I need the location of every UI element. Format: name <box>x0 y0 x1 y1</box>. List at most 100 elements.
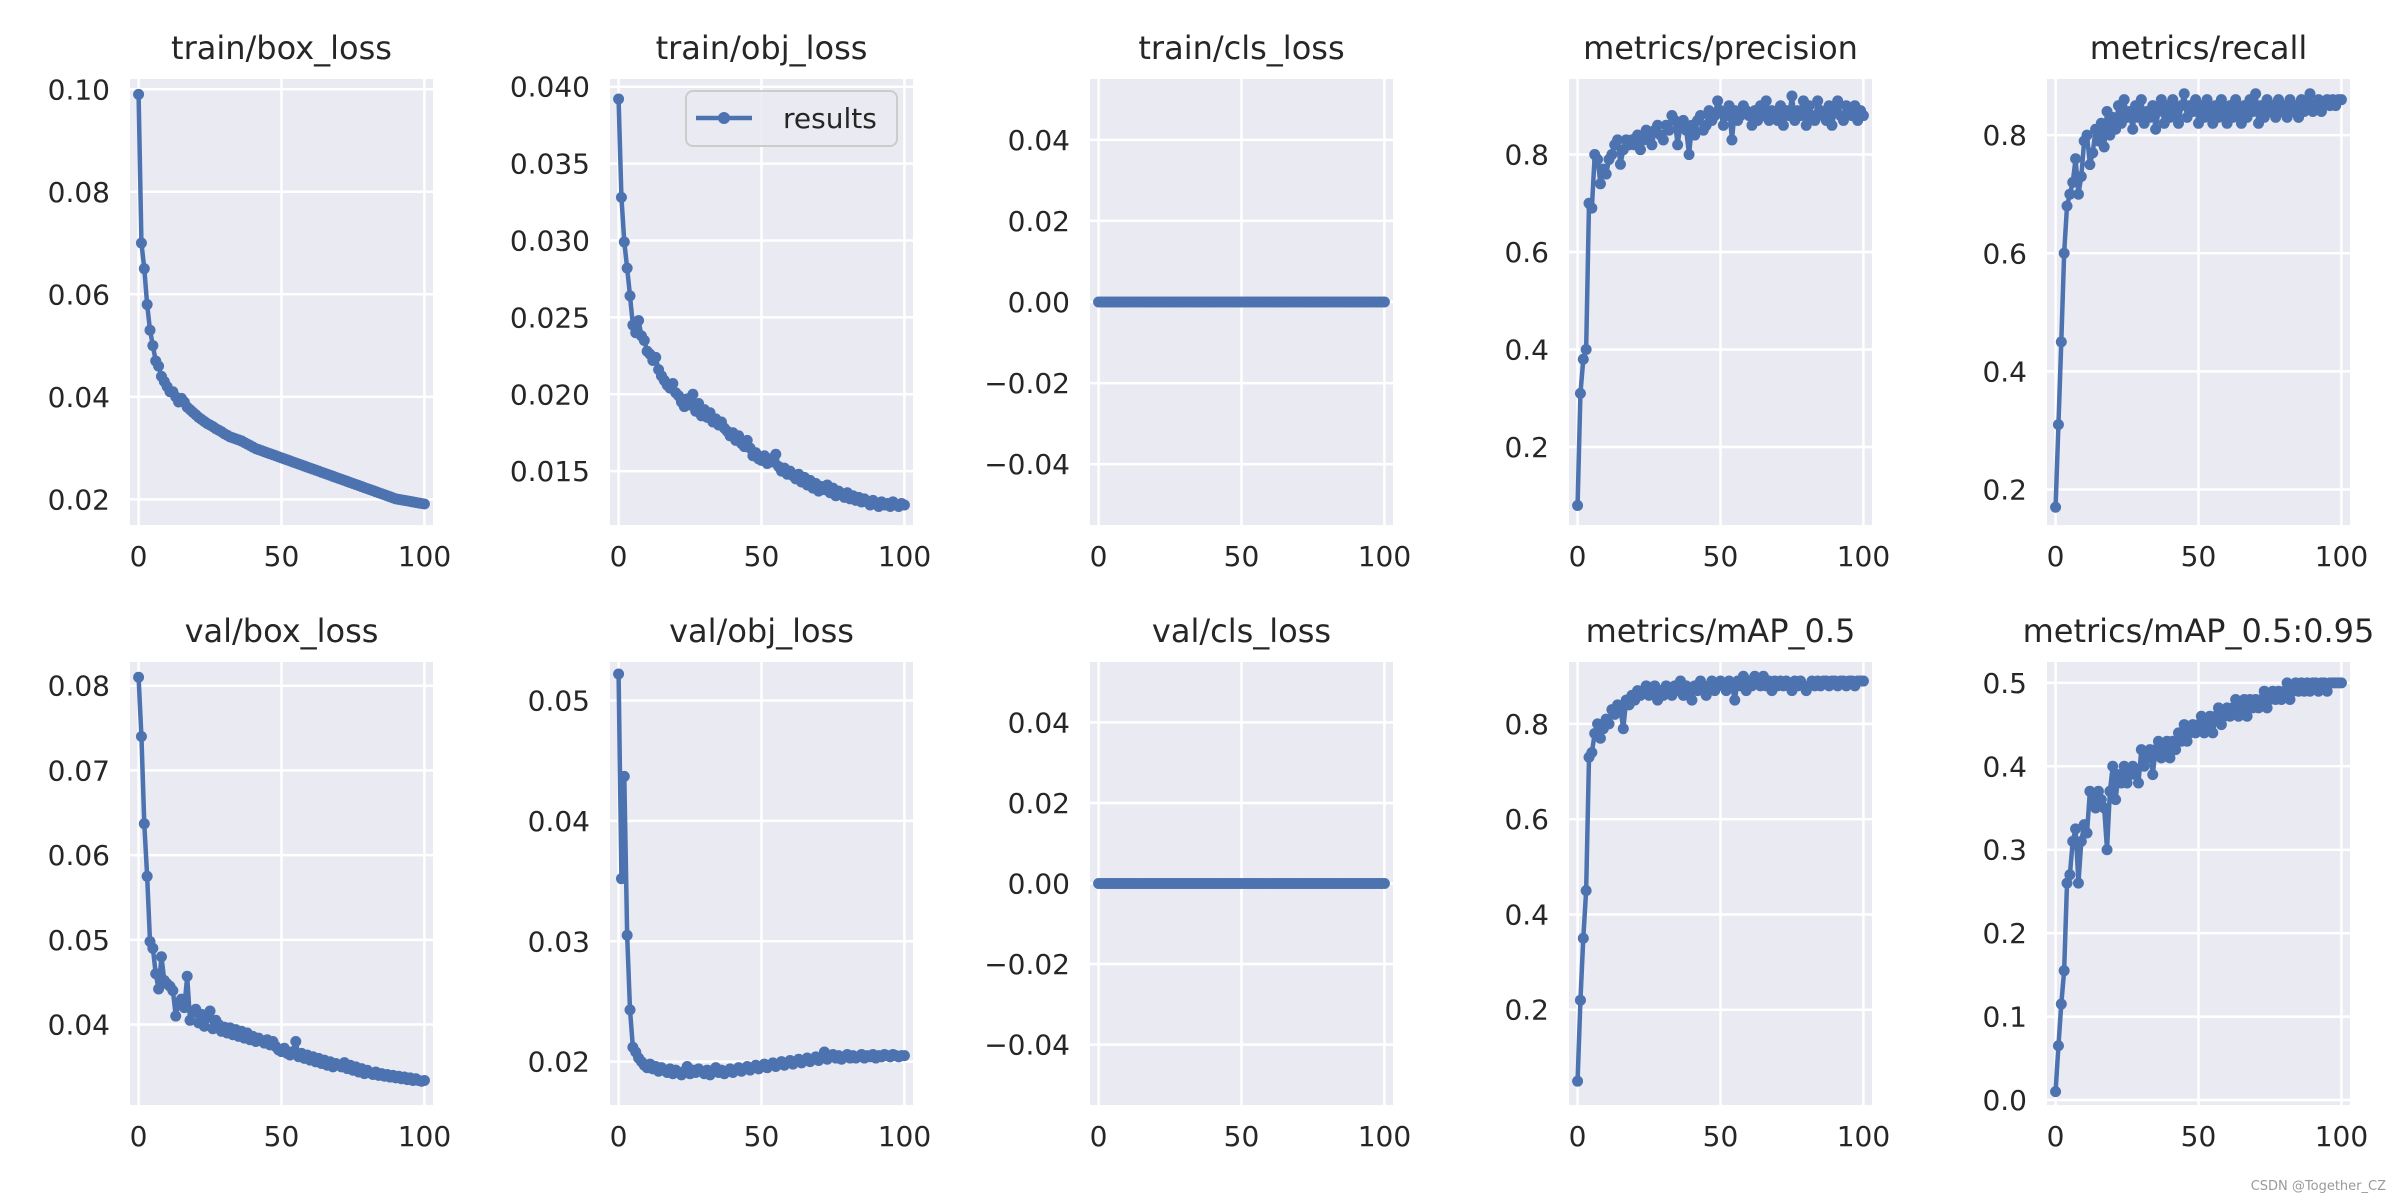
x-tick-label: 0 <box>130 540 148 573</box>
data-point <box>2061 877 2073 889</box>
data-point <box>2155 752 2167 764</box>
x-tick-label: 50 <box>264 540 300 573</box>
panel-title: metrics/precision <box>1583 29 1858 67</box>
data-point <box>621 262 633 274</box>
data-point <box>2258 685 2270 697</box>
y-tick-label: 0.06 <box>48 278 110 311</box>
data-point <box>2132 777 2144 789</box>
data-point <box>204 1005 216 1017</box>
data-point <box>633 314 645 326</box>
data-point <box>2138 760 2150 772</box>
y-tick-label: 0.03 <box>528 925 590 958</box>
data-point <box>1832 95 1844 107</box>
data-point <box>2193 719 2204 731</box>
data-point <box>2278 685 2290 697</box>
x-tick-label: 0 <box>2047 1120 2065 1153</box>
data-point <box>2052 419 2064 431</box>
data-point <box>2055 998 2067 1010</box>
data-point <box>1646 139 1658 151</box>
data-point <box>2064 869 2076 881</box>
y-tick-label: 0.8 <box>1982 119 2027 152</box>
y-tick-label: 0.2 <box>1982 917 2027 950</box>
legend: results <box>685 90 898 147</box>
data-point <box>290 1035 302 1047</box>
data-point <box>2150 123 2162 135</box>
data-point <box>2095 117 2107 129</box>
data-point <box>1378 878 1390 889</box>
data-point <box>2070 823 2082 835</box>
data-point <box>1614 704 1626 716</box>
data-point <box>1606 149 1618 161</box>
data-point <box>1634 144 1646 156</box>
data-point <box>2164 752 2176 764</box>
y-tick-label: 0.4 <box>1504 334 1549 367</box>
data-point <box>613 93 625 105</box>
data-point <box>2207 727 2219 739</box>
data-point <box>1600 168 1612 180</box>
data-point <box>2144 111 2156 123</box>
data-point <box>2127 123 2139 135</box>
data-point <box>1726 134 1738 146</box>
data-point <box>2167 735 2179 747</box>
data-point <box>2055 336 2067 348</box>
data-point <box>1614 158 1626 170</box>
panel-title: val/box_loss <box>185 612 379 650</box>
y-tick-label: 0.04 <box>48 1009 110 1042</box>
panel-title: val/cls_loss <box>1152 612 1331 650</box>
data-point <box>135 237 147 249</box>
data-point <box>1572 1075 1584 1087</box>
panel-title: val/obj_loss <box>669 612 854 650</box>
data-point <box>667 378 679 390</box>
data-point <box>2110 794 2122 806</box>
y-tick-label: 0.6 <box>1504 803 1549 836</box>
y-tick-label: 0.1 <box>1982 1001 2027 1034</box>
data-point <box>2081 129 2093 141</box>
x-tick-label: 0 <box>610 540 628 573</box>
y-tick-label: 0.04 <box>1008 124 1070 157</box>
y-tick-label: 0.4 <box>1504 898 1549 931</box>
data-point <box>2321 685 2333 697</box>
y-tick-label: 0.025 <box>510 301 590 334</box>
data-point <box>135 731 147 743</box>
data-point <box>1803 100 1815 112</box>
y-tick-label: 0.2 <box>1504 431 1549 464</box>
data-point <box>2175 100 2187 112</box>
legend-label: results <box>783 102 877 135</box>
data-point <box>1720 110 1732 122</box>
data-point <box>1574 994 1586 1006</box>
data-point <box>147 942 159 954</box>
y-tick-label: 0.07 <box>48 754 110 787</box>
data-point <box>418 1074 430 1086</box>
data-point <box>2081 827 2093 839</box>
data-point <box>2075 170 2087 182</box>
data-point <box>1812 95 1824 107</box>
data-point <box>1672 139 1684 151</box>
x-tick-label: 50 <box>1224 540 1260 573</box>
data-point <box>2224 710 2236 722</box>
data-point <box>2233 710 2245 722</box>
y-tick-label: 0.5 <box>1982 667 2027 700</box>
data-point <box>184 1014 196 1026</box>
y-tick-label: 0.8 <box>1504 708 1549 741</box>
data-point <box>2275 694 2287 706</box>
data-point <box>1612 134 1624 146</box>
data-point <box>2313 685 2325 697</box>
data-point <box>155 951 167 963</box>
data-point <box>2070 153 2082 165</box>
watermark: CSDN @Together_CZ <box>2250 1179 2386 1194</box>
y-tick-label: 0.00 <box>1008 286 1070 319</box>
data-point <box>2215 719 2227 731</box>
data-point <box>1786 90 1798 102</box>
data-point <box>1837 114 1849 126</box>
data-point <box>1700 689 1712 701</box>
data-point <box>2167 94 2179 106</box>
y-tick-label: 0.06 <box>48 839 110 872</box>
data-point <box>2304 685 2316 697</box>
data-point <box>2067 835 2079 847</box>
x-tick-label: 0 <box>2047 540 2065 573</box>
data-point <box>2095 794 2107 806</box>
data-point <box>2335 94 2347 106</box>
y-tick-label: 0.6 <box>1982 237 2027 270</box>
data-point <box>138 263 150 275</box>
x-tick-label: 50 <box>744 540 780 573</box>
